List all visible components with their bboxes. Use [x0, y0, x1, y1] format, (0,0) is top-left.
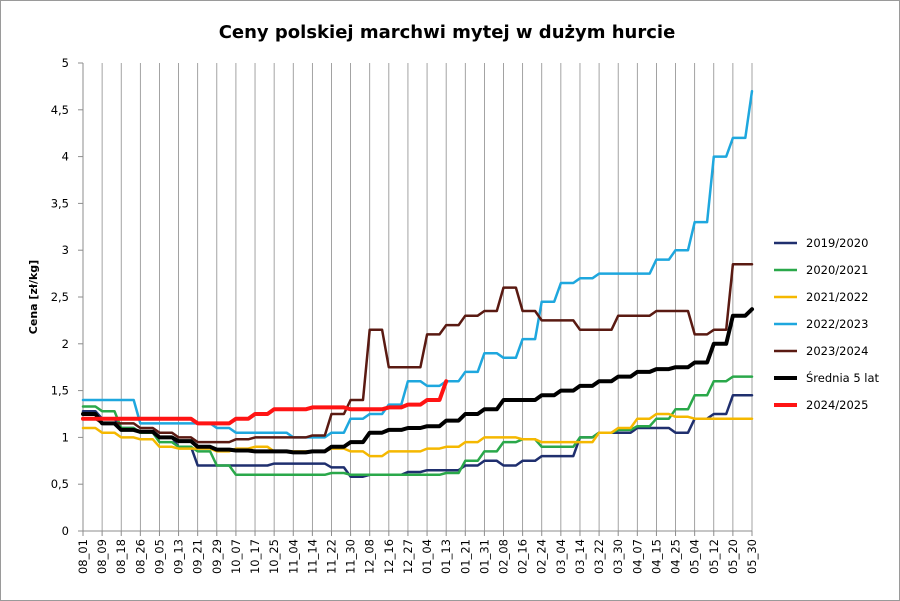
x-tick-label: 04_25	[669, 539, 683, 574]
x-tick-label: 03_04	[554, 539, 568, 574]
x-tick-label: 08_09	[95, 539, 109, 574]
x-tick-label: 05_20	[726, 539, 740, 574]
legend-label: 2023/2024	[806, 344, 868, 358]
x-tick-label: 01_13	[439, 539, 453, 574]
x-tick-label: 03_30	[611, 539, 625, 574]
y-tick-label: 2,5	[51, 290, 69, 304]
x-tick-labels: 08_01 08_09 08_18 08_26 09_05 09_13 09_21 09_29…	[76, 531, 759, 574]
x-tick-label: 10_17	[248, 539, 262, 574]
y-tick-label: 5	[62, 56, 69, 70]
x-tick-label: 09_05	[152, 539, 166, 574]
y-tick-label: 4,5	[51, 103, 69, 117]
x-tick-label: 12_16	[382, 539, 396, 574]
y-tick-label: 1,5	[51, 384, 69, 398]
x-tick-label: 04_15	[649, 539, 663, 574]
x-tick-label: 03_22	[592, 539, 606, 574]
x-tick-label: 03_14	[573, 539, 587, 574]
y-tick-label: 3	[62, 243, 69, 257]
x-tick-label: 01_04	[420, 539, 434, 574]
x-tick-label: 01_31	[477, 539, 491, 574]
x-tick-label: 05_04	[688, 539, 702, 574]
gridlines	[82, 63, 753, 531]
legend-label: 2021/2022	[806, 290, 868, 304]
y-tick-label: 2	[62, 337, 69, 351]
legend-label: 2022/2023	[806, 317, 868, 331]
x-tick-label: 08_01	[76, 539, 90, 574]
x-tick-label: 11_30	[344, 539, 358, 574]
x-tick-label: 10_25	[267, 539, 281, 574]
x-tick-label: 02_08	[497, 539, 511, 574]
x-tick-label: 11_22	[324, 539, 338, 574]
y-tick-label: 3,5	[51, 196, 69, 210]
y-tick-labels: 0 0,5 1 1,5 2 2,5 3 3,5 4 4,5 5	[51, 56, 83, 538]
y-tick-label: 0	[62, 524, 69, 538]
series-line-1	[81, 375, 754, 477]
x-tick-label: 11_14	[305, 539, 319, 574]
y-axis-label: Cena [zł/kg]	[27, 260, 40, 334]
x-tick-label: 08_18	[114, 539, 128, 574]
x-tick-label: 12_08	[363, 539, 377, 574]
legend: 2019/2020 2020/2021 2021/2022 2022/2023 2023…	[774, 236, 880, 412]
series-line-0	[81, 394, 754, 478]
y-tick-label: 1	[62, 430, 69, 444]
x-tick-label: 02_16	[516, 539, 530, 574]
series-line-3	[81, 89, 754, 439]
x-tick-label: 04_07	[630, 539, 644, 574]
x-tick-label: 09_13	[172, 539, 186, 574]
series-line-5	[81, 307, 754, 455]
chart-title: Ceny polskiej marchwi mytej w dużym hurc…	[219, 22, 676, 43]
axes	[82, 63, 752, 532]
legend-label: Średnia 5 lat	[806, 370, 880, 385]
y-tick-label: 0,5	[51, 477, 69, 491]
series-line-6	[81, 379, 449, 426]
x-tick-label: 08_26	[133, 539, 147, 574]
x-tick-label: 09_21	[191, 539, 205, 574]
x-tick-label: 10_07	[229, 539, 243, 574]
x-tick-label: 11_04	[286, 539, 300, 574]
legend-label: 2019/2020	[806, 236, 868, 250]
x-tick-label: 05_30	[745, 539, 759, 574]
x-tick-label: 09_29	[210, 539, 224, 574]
legend-label: 2020/2021	[806, 263, 868, 277]
series-lines	[81, 89, 754, 478]
x-tick-label: 05_12	[707, 539, 721, 574]
x-tick-label: 12_27	[401, 539, 415, 574]
series-line-2	[81, 412, 754, 458]
x-tick-label: 02_24	[535, 539, 549, 574]
legend-label: 2024/2025	[806, 398, 868, 412]
x-tick-label: 01_21	[458, 539, 472, 574]
series-line-4	[81, 262, 754, 444]
y-tick-label: 4	[62, 150, 69, 164]
